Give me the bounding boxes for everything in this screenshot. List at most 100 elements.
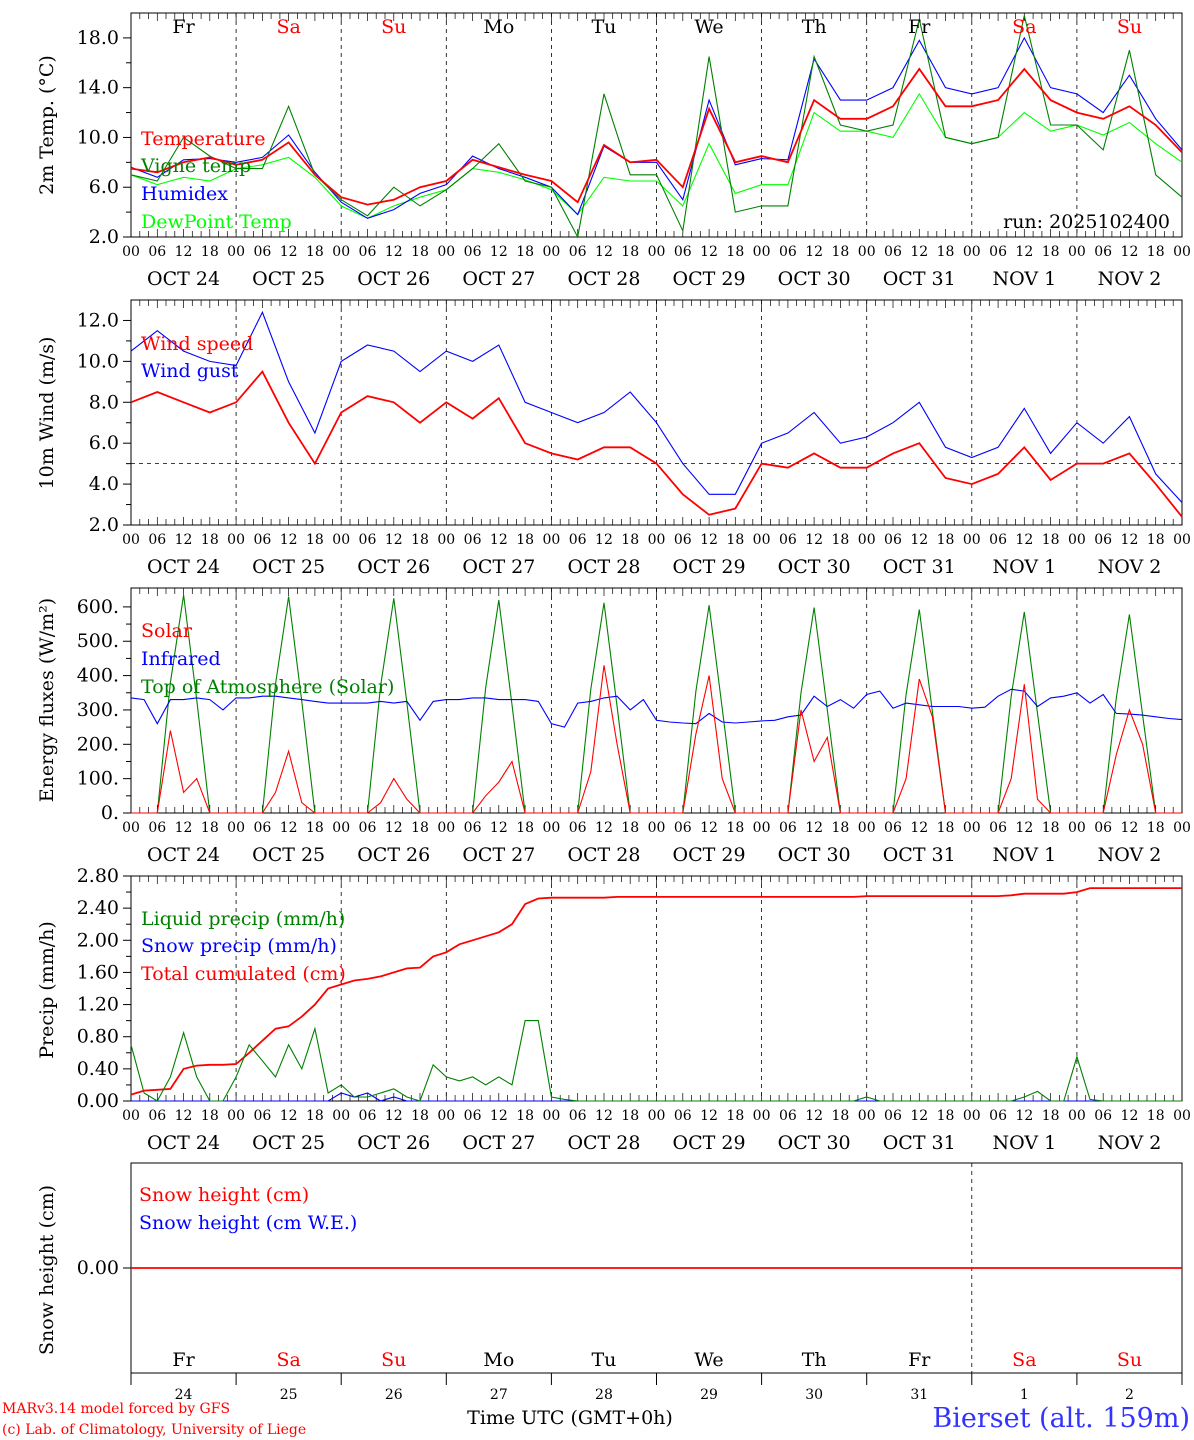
x-hour-label: 12 (175, 1108, 193, 1124)
x-hour-label: 06 (359, 244, 377, 260)
x-hour-label: 00 (332, 244, 350, 260)
x-hour-label: 06 (148, 244, 166, 260)
x-hour-label: 12 (175, 820, 193, 836)
legend-entry: Snow precip (mm/h) (141, 935, 337, 957)
x-hour-label: 18 (516, 820, 534, 836)
x-hour-label: 18 (411, 532, 429, 548)
x-date-label: OCT 27 (462, 844, 535, 866)
y-tick-label: 400. (77, 665, 119, 687)
x-hour-label: 12 (490, 1108, 508, 1124)
x-hour-label: 06 (1094, 532, 1112, 548)
x-hour-label: 06 (779, 820, 797, 836)
x-hour-label: 12 (385, 244, 403, 260)
series-line-vigne-temp (130, 15, 1183, 239)
x-date-label: OCT 26 (357, 556, 430, 578)
x-hour-label: 00 (227, 532, 245, 548)
legend-entry: Infrared (141, 648, 221, 670)
day-number: 31 (910, 1387, 928, 1403)
y-tick-label: 8.0 (89, 391, 119, 413)
x-hour-label: 00 (858, 1108, 876, 1124)
x-date-label: OCT 28 (567, 1132, 640, 1154)
x-hour-label: 00 (753, 820, 771, 836)
x-hour-label: 06 (989, 244, 1007, 260)
legend-entry: Wind speed (141, 333, 253, 355)
panel-4 (123, 875, 1183, 1102)
minor-ticks (130, 588, 1183, 813)
x-hour-label: 18 (726, 1108, 744, 1124)
x-hour-label: 12 (1121, 1108, 1139, 1124)
x-hour-label: 12 (700, 532, 718, 548)
legend-entry: Solar (141, 620, 193, 642)
x-hour-label: 12 (910, 532, 928, 548)
x-hour-label: 06 (464, 244, 482, 260)
x-date-label: OCT 29 (673, 1132, 746, 1154)
y-axis-label: 10m Wind (m/s) (36, 337, 58, 490)
x-hour-label: 06 (253, 532, 271, 548)
x-hour-label: 18 (621, 532, 639, 548)
x-hour-label: 18 (1042, 532, 1060, 548)
y-tick-label: 300. (77, 699, 119, 721)
x-date-label: NOV 1 (992, 844, 1056, 866)
y-axis-label: Precip (mm/h) (36, 921, 58, 1059)
minor-ticks (130, 13, 1183, 237)
series-line-temperature (130, 67, 1183, 206)
x-hour-label: 06 (148, 820, 166, 836)
x-hour-label: 18 (1147, 244, 1165, 260)
y-tick-label: 4.0 (89, 473, 119, 495)
x-hour-label: 06 (464, 1108, 482, 1124)
y-tick-label: 14.0 (77, 77, 119, 99)
x-hour-label: 12 (280, 244, 298, 260)
x-hour-label: 00 (858, 532, 876, 548)
x-hour-label: 12 (490, 532, 508, 548)
x-hour-label: 12 (805, 1108, 823, 1124)
weekday-label: Th (802, 16, 827, 38)
weekday-label-bottom: Fr (908, 1349, 931, 1371)
x-date-label: OCT 29 (673, 556, 746, 578)
weekday-label-bottom: Mo (483, 1349, 514, 1371)
day-number: 28 (595, 1387, 613, 1403)
x-hour-label: 06 (884, 1108, 902, 1124)
weekday-label: Tu (591, 16, 616, 38)
x-date-label: OCT 25 (252, 1132, 325, 1154)
x-hour-label: 18 (201, 1108, 219, 1124)
x-date-label: OCT 27 (462, 556, 535, 578)
x-hour-label: 06 (359, 532, 377, 548)
weekday-label: Fr (908, 16, 931, 38)
day-number: 25 (280, 1387, 298, 1403)
x-hour-label: 00 (437, 244, 455, 260)
weekday-label-bottom: Sa (1012, 1349, 1036, 1371)
x-hour-label: 18 (1042, 820, 1060, 836)
x-hour-label: 00 (1173, 820, 1191, 836)
legend-entry: Humidex (141, 183, 228, 205)
x-date-label: OCT 25 (252, 844, 325, 866)
day-number: 27 (490, 1387, 508, 1403)
y-tick-label: 1.20 (77, 994, 119, 1016)
x-hour-label: 12 (280, 820, 298, 836)
legend-entry: DewPoint Temp (141, 211, 292, 233)
series-line-humidex (130, 36, 1183, 219)
x-hour-label: 06 (253, 244, 271, 260)
day-number: 24 (175, 1387, 193, 1403)
x-hour-label: 18 (832, 532, 850, 548)
series-line-total-cumulated-cm- (130, 887, 1182, 1096)
x-hour-label: 00 (332, 532, 350, 548)
minor-ticks (130, 300, 1183, 525)
x-date-label: OCT 28 (567, 268, 640, 290)
x-hour-label: 00 (437, 820, 455, 836)
x-hour-label: 00 (227, 820, 245, 836)
x-hour-label: 06 (674, 532, 692, 548)
x-hour-label: 18 (516, 532, 534, 548)
x-date-label: OCT 25 (252, 556, 325, 578)
x-hour-label: 18 (306, 532, 324, 548)
x-hour-label: 12 (385, 1108, 403, 1124)
x-hour-label: 00 (753, 1108, 771, 1124)
y-tick-label: 200. (77, 733, 119, 755)
y-tick-label: 500. (77, 630, 119, 652)
x-hour-label: 06 (884, 244, 902, 260)
x-hour-label: 18 (832, 244, 850, 260)
x-hour-label: 18 (937, 1108, 955, 1124)
x-date-label: OCT 27 (462, 268, 535, 290)
x-hour-label: 18 (621, 1108, 639, 1124)
weekday-label-bottom: Tu (591, 1349, 616, 1371)
